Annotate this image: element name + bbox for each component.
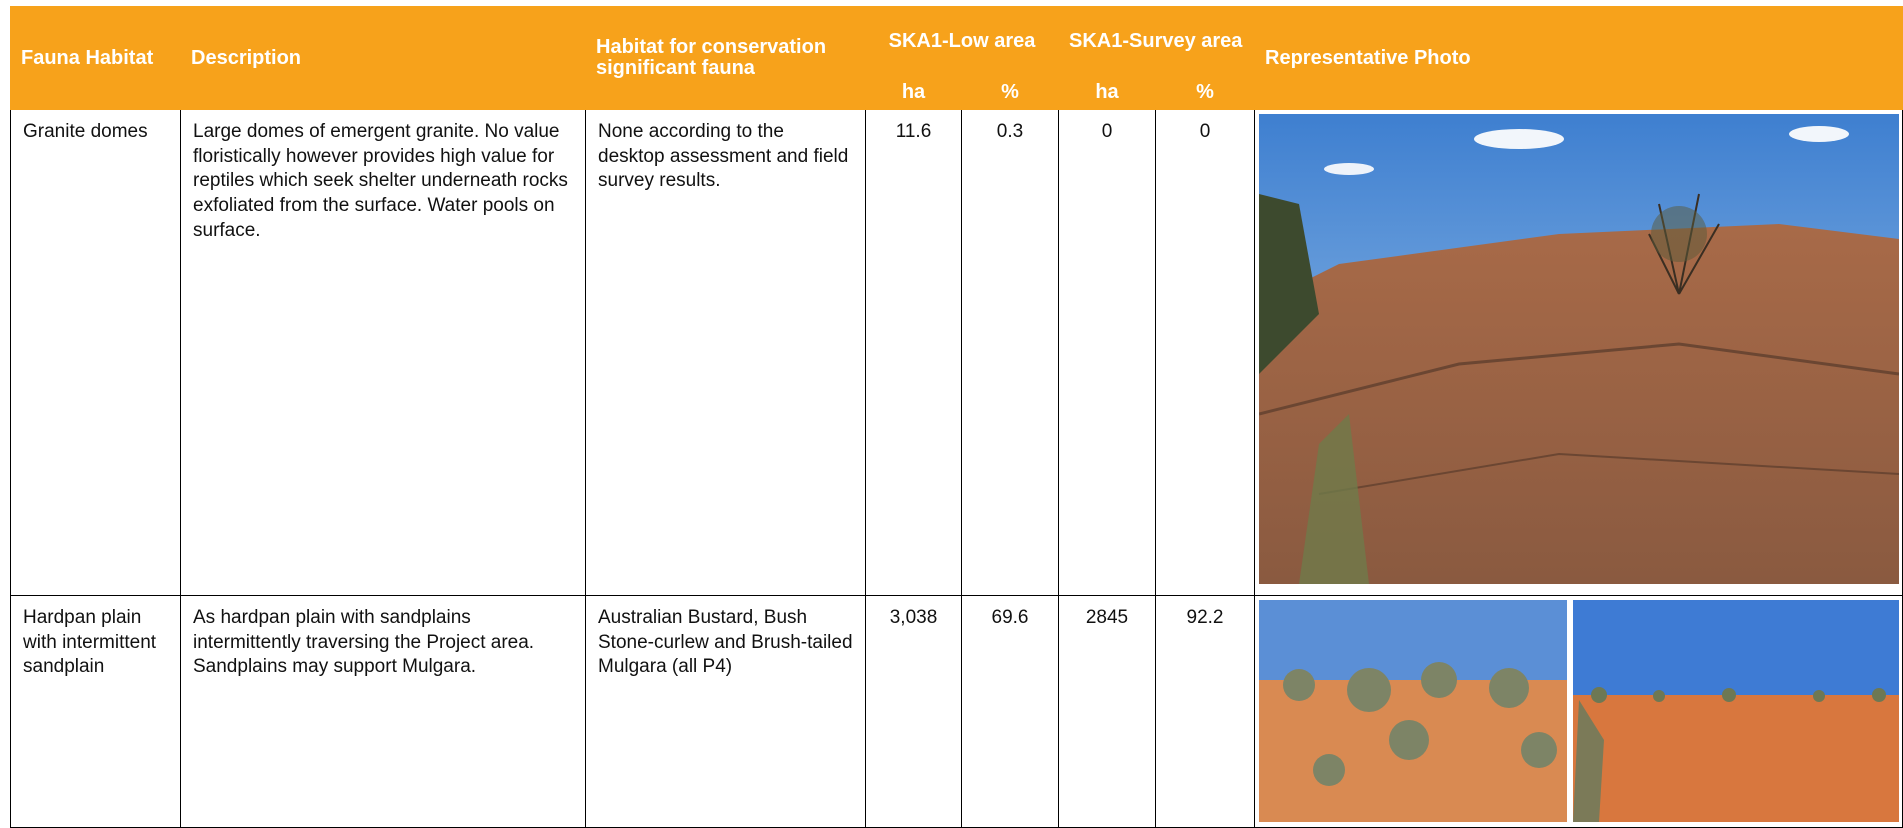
cell: 69.6	[962, 596, 1059, 828]
page: {"table": { "header": ["Fauna Habitat", …	[0, 0, 1903, 827]
header-cell: Representative Photo	[1255, 7, 1903, 110]
header-cell: Habitat for conservation significant fau…	[586, 7, 866, 110]
header-cell: Description	[181, 7, 586, 110]
photo-granite	[1259, 114, 1899, 584]
subheader-cell: %	[962, 76, 1059, 110]
header-cell: Fauna Habitat	[11, 7, 181, 110]
cell: Granite domes	[11, 110, 181, 596]
cell: 11.6	[866, 110, 962, 596]
subheader-cell: ha	[866, 76, 962, 110]
cell: Hardpan plain with intermittent sandplai…	[11, 596, 181, 828]
habitat-table: Fauna Habitat Description Habitat for co…	[10, 6, 1903, 828]
cell: Australian Bustard, Bush Stone-curlew an…	[586, 596, 866, 828]
subheader-cell: %	[1156, 76, 1255, 110]
cell: 2845	[1059, 596, 1156, 828]
photo-cell	[1255, 596, 1903, 828]
cell: None according to the desktop assessment…	[586, 110, 866, 596]
subheader-cell: ha	[1059, 76, 1156, 110]
header-cell: SKA1-Low area	[866, 7, 1059, 76]
header-cell: SKA1-Survey area	[1059, 7, 1255, 76]
cell: 92.2	[1156, 596, 1255, 828]
cell: 0	[1059, 110, 1156, 596]
cell: As hardpan plain with sandplains intermi…	[181, 596, 586, 828]
cell: 0.3	[962, 110, 1059, 596]
photo-plain	[1259, 600, 1899, 822]
cell: 3,038	[866, 596, 962, 828]
cell: 0	[1156, 110, 1255, 596]
cell: Large domes of emergent granite. No valu…	[181, 110, 586, 596]
photo-cell	[1255, 110, 1903, 596]
